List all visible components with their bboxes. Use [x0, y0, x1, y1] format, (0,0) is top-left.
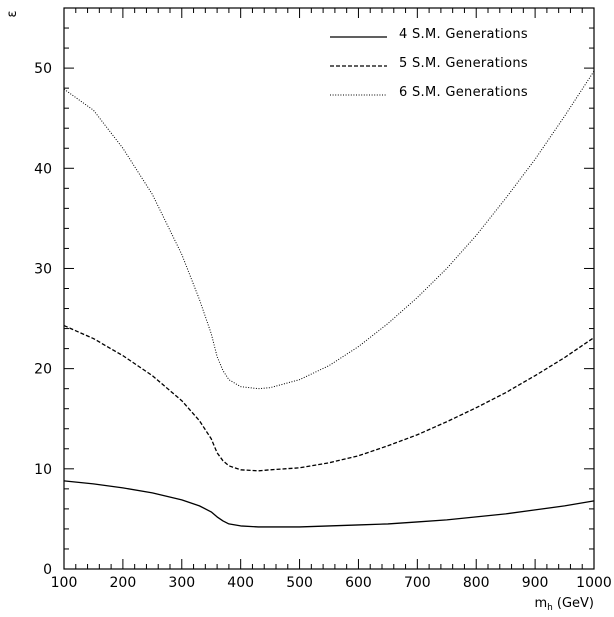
legend-label: 5 S.M. Generations: [399, 56, 528, 71]
x-tick-label: 1000: [576, 575, 612, 591]
x-tick-label: 200: [110, 575, 137, 591]
axis-tick-labels: 100 200 300 400 500 600 700 800 900 1000 0 10 20 30 40…: [34, 61, 612, 591]
y-tick-label: 0: [43, 562, 52, 578]
x-tick-label: 900: [522, 575, 549, 591]
x-tick-label: 700: [404, 575, 431, 591]
x-tick-label: 300: [168, 575, 195, 591]
x-tick-label: 100: [51, 575, 78, 591]
legend-label: 4 S.M. Generations: [399, 27, 528, 42]
x-axis-label: mh (GeV): [535, 596, 595, 613]
y-axis-label: ε: [5, 10, 20, 17]
series-line-6-generations: [63, 70, 595, 390]
y-tick-label: 10: [34, 462, 52, 478]
x-tick-label: 500: [286, 575, 313, 591]
axis-ticks: [63, 7, 595, 570]
y-tick-label: 30: [34, 261, 52, 277]
x-tick-label: 800: [463, 575, 490, 591]
x-tick-label: 400: [227, 575, 254, 591]
y-tick-label: 40: [34, 161, 52, 177]
legend: 4 S.M. Generations 5 S.M. Generations 6 S.…: [330, 27, 528, 100]
legend-label: 6 S.M. Generations: [399, 85, 528, 100]
x-tick-label: 600: [345, 575, 372, 591]
series-line-4-generations: [63, 480, 595, 528]
series-lines: [63, 70, 595, 528]
y-tick-label: 50: [34, 61, 52, 77]
series-line-5-generations: [63, 324, 595, 472]
y-tick-label: 20: [34, 362, 52, 378]
